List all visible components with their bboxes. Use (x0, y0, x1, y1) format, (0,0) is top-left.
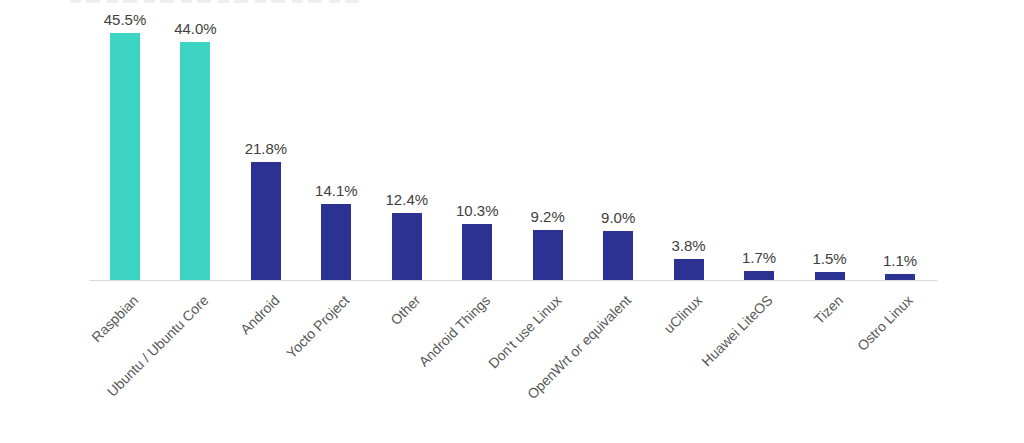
x-axis-label: Don't use Linux (485, 292, 564, 371)
bar-chart: 45.5%Raspbian44.0%Ubuntu / Ubuntu Core21… (0, 0, 1024, 443)
bar-value-label: 21.8% (221, 140, 311, 158)
bar (674, 259, 704, 280)
x-axis-label: Huawei LiteOS (698, 292, 775, 369)
bar (885, 274, 915, 280)
x-axis-label: uClinux (661, 292, 705, 336)
x-axis-line (89, 280, 937, 281)
x-axis-label: Android Things (416, 292, 494, 370)
bar (533, 230, 563, 280)
bar (462, 224, 492, 280)
bar (603, 231, 633, 280)
bar (815, 272, 845, 280)
x-axis-label: Android (237, 292, 282, 337)
x-axis-label: Raspbian (88, 292, 141, 345)
bar (744, 271, 774, 280)
bar (321, 204, 351, 280)
x-axis-label: Tizen (811, 292, 846, 327)
bar-value-label: 44.0% (150, 20, 240, 38)
x-axis-label: Yocto Project (283, 292, 352, 361)
bar (110, 33, 140, 280)
bar-value-label: 1.1% (855, 252, 945, 270)
cropped-title-remnant (70, 0, 366, 3)
bar (392, 213, 422, 280)
bar (180, 42, 210, 280)
bar-value-label: 9.0% (573, 209, 663, 227)
bar (251, 162, 281, 280)
x-axis-label: Ostro Linux (854, 292, 916, 354)
x-axis-label: Other (387, 292, 423, 328)
